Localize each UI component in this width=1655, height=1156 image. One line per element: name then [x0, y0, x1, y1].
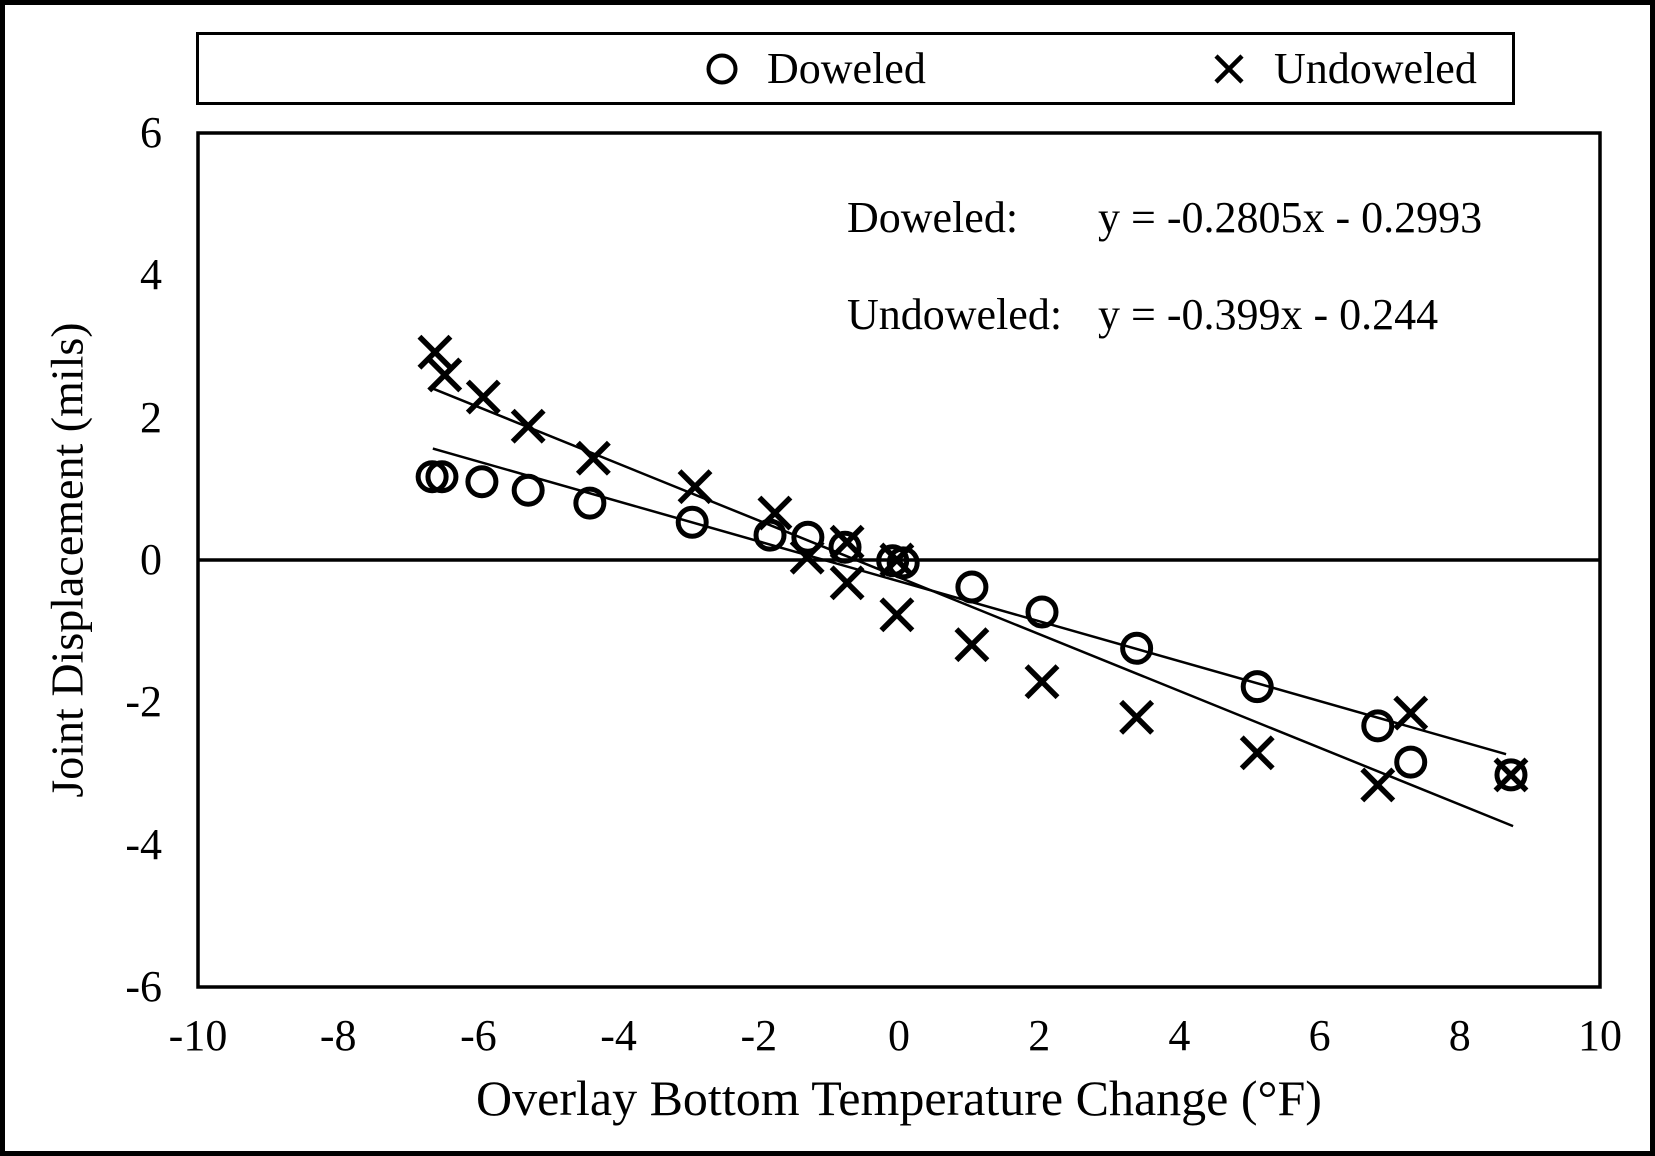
data-point-circle	[1240, 670, 1274, 704]
equation-doweled-label: Doweled:	[847, 193, 1019, 242]
data-point-x	[465, 379, 501, 415]
x-axis-title: Overlay Bottom Temperature Change (°F)	[476, 1070, 1322, 1126]
data-point-x	[510, 408, 546, 444]
data-point-x	[575, 440, 611, 476]
data-point-circle	[1120, 631, 1154, 665]
legend-label-doweled: Doweled	[767, 43, 926, 93]
data-point-x	[1239, 735, 1275, 771]
data-point-circle	[415, 460, 449, 494]
data-point-x	[879, 542, 915, 578]
x-tick-label: 0	[888, 1011, 910, 1060]
data-point-circle	[955, 570, 989, 604]
circle-marker-icon	[706, 53, 738, 84]
data-point-circle	[465, 465, 499, 499]
data-point-circle	[1394, 745, 1428, 779]
data-point-x	[879, 597, 915, 633]
y-tick-label: 6	[140, 108, 162, 157]
equation-doweled: Doweled: y = -0.2805x - 0.2993	[847, 194, 1482, 242]
equation-doweled-value: y = -0.2805x - 0.2993	[1098, 193, 1483, 242]
x-marker-icon	[1214, 53, 1244, 84]
data-point-circle	[886, 546, 920, 580]
x-tick-label: -2	[740, 1011, 778, 1060]
data-point-x	[1119, 699, 1155, 735]
y-tick-label: 0	[140, 535, 162, 584]
y-tick-label: -4	[125, 819, 162, 869]
x-tick-label: -6	[460, 1011, 497, 1060]
data-point-x	[757, 495, 793, 531]
data-point-circle	[828, 530, 862, 564]
data-point-x	[1393, 695, 1429, 731]
y-tick-label: 4	[140, 250, 162, 300]
y-tick-label: -2	[125, 677, 162, 727]
legend-box: Doweled Undoweled	[196, 32, 1515, 105]
legend-label-undoweled: Undoweled	[1274, 43, 1477, 93]
x-tick-label: 6	[1308, 1011, 1331, 1060]
equation-undoweled-value: y = -0.399x - 0.244	[1098, 290, 1439, 339]
data-point-x	[789, 539, 825, 575]
legend-item-doweled: Doweled	[705, 43, 926, 93]
x-tick-label: -4	[600, 1011, 637, 1060]
data-point-circle	[425, 460, 459, 494]
y-tick-label: 2	[140, 392, 162, 442]
plot-area	[196, 131, 1602, 989]
data-point-x	[677, 469, 713, 505]
data-point-circle	[1361, 709, 1395, 743]
data-point-circle	[791, 520, 825, 554]
data-point-circle	[573, 486, 607, 520]
x-tick-label: 2	[1028, 1011, 1051, 1060]
y-tick-label: -6	[125, 962, 162, 1011]
data-point-x	[954, 627, 990, 663]
data-point-x	[829, 524, 865, 560]
x-tick-label: -10	[168, 1011, 228, 1060]
x-tick-label: 10	[1578, 1011, 1622, 1060]
data-point-circle	[675, 505, 709, 539]
legend-item-undoweled: Undoweled	[1212, 43, 1477, 93]
trendline-undoweled	[432, 387, 1514, 828]
data-point-x	[1360, 767, 1396, 803]
x-tick-label: -8	[319, 1011, 357, 1060]
equation-undoweled-label: Undoweled:	[847, 290, 1063, 339]
data-point-circle	[1025, 595, 1059, 629]
data-point-x	[417, 334, 453, 370]
data-point-circle	[511, 473, 545, 507]
data-point-x	[427, 357, 463, 393]
data-point-x	[1024, 664, 1060, 700]
x-tick-label: 8	[1448, 1011, 1471, 1060]
data-point-x	[1493, 757, 1529, 793]
x-tick-label: 4	[1168, 1011, 1191, 1060]
data-point-x	[829, 565, 865, 601]
data-point-circle	[1494, 758, 1528, 792]
equation-undoweled: Undoweled: y = -0.399x - 0.244	[847, 291, 1438, 339]
